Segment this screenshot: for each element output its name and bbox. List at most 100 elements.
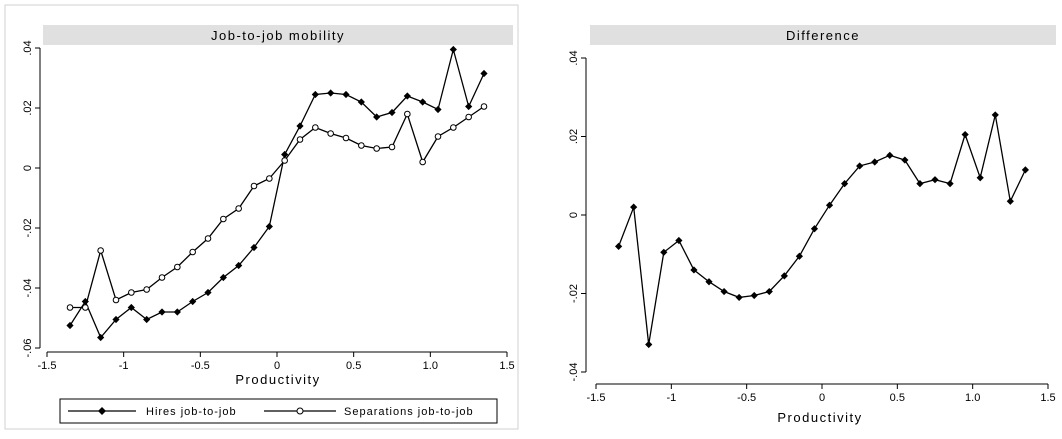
data-point [173,308,181,316]
data-point [388,108,396,117]
data-point [174,263,181,271]
data-point [675,236,683,245]
y-tick-label: -.02 [22,219,34,238]
data-point [419,158,426,166]
data-point [250,182,258,190]
data-point [342,90,350,99]
data-point [327,89,335,97]
data-point [916,180,924,188]
data-point [143,286,150,293]
data-point [735,293,743,302]
data-point [480,103,488,110]
x-tick-label: -1 [666,392,676,404]
data-point [434,105,442,114]
panel-job-to-job-mobility: Job-to-job mobility Productivity Hires j… [4,4,519,430]
data-point [189,297,197,306]
data-point [1021,166,1029,174]
title-strip [43,25,513,45]
data-point [841,180,849,188]
data-point [220,215,227,223]
data-point [946,180,954,188]
data-point [66,304,74,311]
data-point [388,143,396,151]
data-point [871,158,879,166]
data-point [961,130,969,139]
x-tick-label: 1.5 [499,360,514,372]
series-line-separations-job-to-job [70,105,485,309]
data-point [645,340,653,349]
panel-frame [4,4,519,430]
data-point [128,289,135,296]
x-tick-label: -0.5 [737,392,756,404]
data-point [112,315,120,324]
data-point [312,124,319,131]
x-tick-label: 1.0 [423,360,438,372]
legend-marker-hires [98,407,106,415]
data-point [750,291,758,300]
data-point [991,111,999,119]
data-point [450,124,457,131]
series-line-difference [617,114,1026,345]
data-point [204,235,212,242]
legend-label-separations: Separations job-to-job [344,406,474,418]
data-point [465,102,473,111]
data-point [480,69,488,78]
data-point [143,315,151,324]
x-tick-label: 0.5 [346,360,361,372]
x-tick-label: 0.5 [890,392,905,404]
data-point [810,225,819,233]
y-tick-label: .02 [22,100,34,115]
data-point [630,203,638,211]
x-tick-label: -1.5 [587,392,606,404]
data-point [97,247,104,254]
data-point [705,278,713,286]
y-tick-label: .04 [22,40,34,55]
data-point [296,122,304,130]
data-point [250,243,258,252]
data-point [97,333,105,342]
data-point [886,151,894,159]
data-point [311,90,319,99]
data-point [720,287,728,296]
x-tick-label: 0 [819,392,825,404]
x-tick-label: -1 [119,360,129,372]
data-point [465,113,472,121]
x-tick-label: 0 [274,360,280,372]
data-point [158,274,166,281]
data-point [765,287,773,296]
x-tick-label: -1.5 [38,360,57,372]
data-point [434,133,442,140]
x-tick-label: -0.5 [191,360,210,372]
data-point [931,176,939,184]
data-point [373,113,381,121]
data-point [358,142,365,149]
data-point [780,272,788,280]
x-tick-label: 1.5 [1040,392,1055,404]
data-point [373,145,380,152]
panel-difference: Difference Productivity -1.5 -1 -0.5 0 0.5 1.… [568,25,1056,425]
data-point [296,136,304,143]
data-point [127,303,135,312]
y-tick-label: -.06 [22,339,34,358]
data-point [825,201,834,209]
data-point [189,248,196,256]
data-point [112,296,120,304]
data-point [265,222,273,231]
data-point [158,308,166,316]
data-point [856,162,864,170]
y-tick-label: 0 [568,212,580,218]
data-point [66,321,74,330]
x-axis-title: Productivity [235,372,320,387]
data-point [795,252,803,260]
x-axis-title: Productivity [777,410,862,425]
data-point [235,261,243,270]
y-tick-label: -.04 [568,363,580,382]
data-point [449,45,457,54]
y-tick-label: 0 [22,165,34,171]
data-point [327,130,334,137]
chart-title: Difference [786,28,860,43]
data-point [690,266,698,274]
data-point [404,110,411,118]
